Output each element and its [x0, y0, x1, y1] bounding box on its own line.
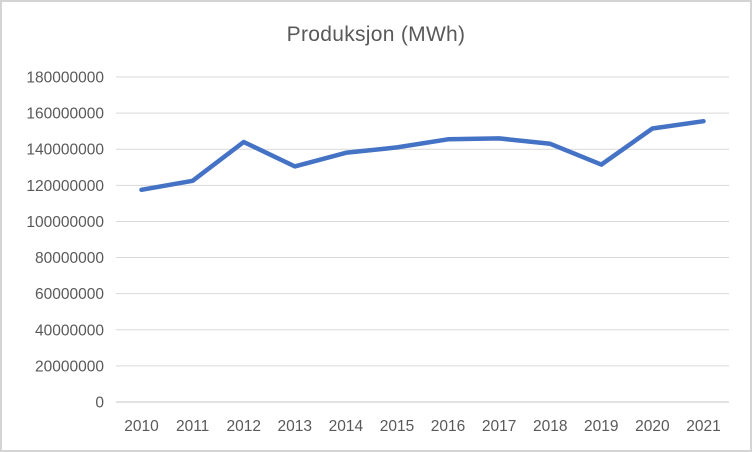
x-axis-tick-label: 2018: [533, 418, 567, 435]
produksjon-line-series: [139, 118, 706, 193]
x-axis-tick-label: 2017: [482, 418, 516, 435]
y-axis-tick-label: 60000000: [35, 286, 104, 303]
x-axis-tick-label: 2021: [686, 418, 720, 435]
chart-title: Produksjon (MWh): [286, 23, 466, 46]
x-axis-tick-label: 2014: [329, 418, 364, 435]
x-axis-tick-label: 2020: [635, 418, 670, 435]
y-axis-tick-label: 40000000: [35, 322, 104, 339]
y-axis-tick-label: 80000000: [35, 250, 104, 267]
y-axis-tick-label: 160000000: [26, 106, 104, 123]
x-axis-tick-label: 2010: [124, 418, 159, 435]
y-axis-tick-label: 0: [95, 395, 104, 412]
y-axis-tick-label: 120000000: [26, 178, 104, 195]
x-axis-tick-label: 2013: [278, 418, 312, 435]
x-axis-tick-label: 2012: [226, 418, 260, 435]
y-axis-tick-label: 20000000: [35, 358, 104, 375]
x-axis-tick-label: 2015: [380, 418, 414, 435]
y-axis-tick-label: 140000000: [26, 142, 104, 159]
y-axis-tick-label: 180000000: [26, 70, 104, 87]
x-axis-tick-label: 2016: [431, 418, 465, 435]
x-axis-tick-label: 2011: [176, 418, 209, 435]
y-axis-tick-label: 100000000: [26, 214, 104, 231]
x-axis-tick-label: 2019: [584, 418, 618, 435]
